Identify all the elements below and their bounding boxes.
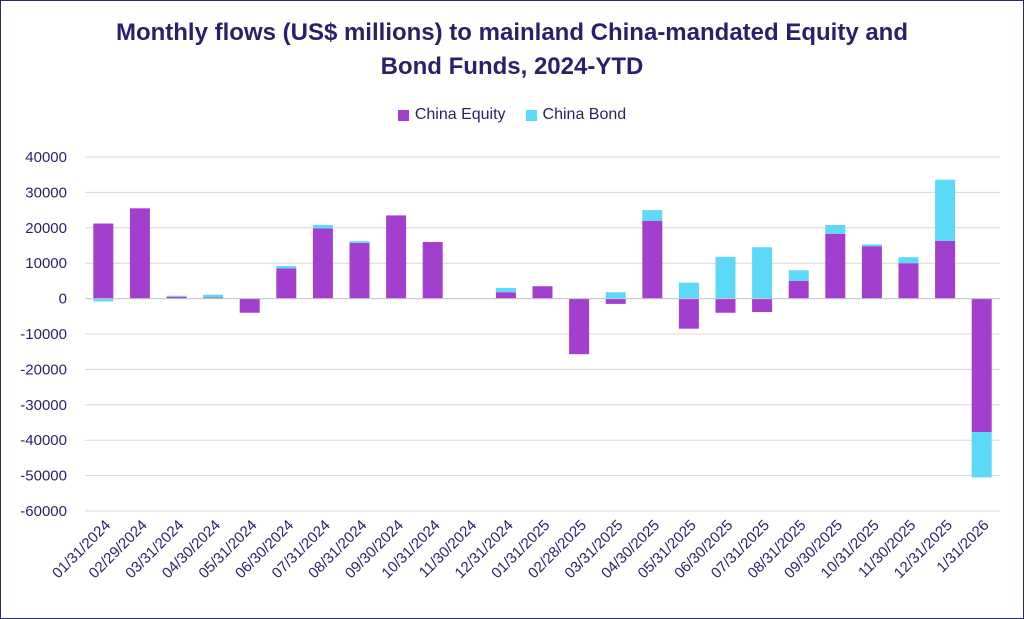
- y-tick-label: -20000: [20, 361, 67, 378]
- bar-china-equity-1-31-2026[interactable]: [971, 298, 992, 433]
- chart-title: Monthly flows (US$ millions) to mainland…: [0, 16, 1024, 84]
- bar-china-bond-06-30-2024[interactable]: [276, 266, 297, 269]
- bar-china-equity-01-31-2025[interactable]: [532, 286, 553, 299]
- bar-china-bond-12-31-2025[interactable]: [935, 179, 956, 241]
- bar-china-bond-06-30-2025[interactable]: [715, 256, 736, 299]
- bar-china-bond-05-31-2025[interactable]: [678, 282, 699, 299]
- y-tick-label: -30000: [20, 397, 67, 414]
- bar-china-equity-09-30-2025[interactable]: [825, 233, 846, 299]
- legend-swatch-china-equity: [397, 109, 409, 121]
- y-tick-label: 30000: [25, 184, 67, 201]
- chart-legend: China Equity China Bond: [0, 106, 1024, 124]
- bar-china-bond-03-31-2025[interactable]: [605, 292, 626, 299]
- bar-china-equity-10-31-2025[interactable]: [861, 246, 882, 299]
- bar-china-equity-12-31-2024[interactable]: [495, 292, 516, 299]
- y-tick-label: -40000: [20, 432, 67, 449]
- bar-china-equity-04-30-2025[interactable]: [642, 220, 663, 299]
- bar-china-bond-04-30-2025[interactable]: [642, 210, 663, 221]
- chart-title-line-2: Bond Funds, 2024-YTD: [380, 53, 644, 80]
- bar-china-equity-05-31-2024[interactable]: [239, 298, 260, 313]
- bar-china-equity-06-30-2024[interactable]: [276, 268, 297, 299]
- bar-china-equity-10-31-2024[interactable]: [422, 241, 443, 299]
- y-tick-label: 0: [59, 291, 67, 308]
- bar-china-equity-09-30-2024[interactable]: [386, 215, 407, 299]
- y-tick-label: -50000: [20, 468, 67, 485]
- bar-china-bond-1-31-2026[interactable]: [971, 432, 992, 478]
- bar-china-bond-07-31-2024[interactable]: [312, 224, 333, 229]
- bar-china-equity-07-31-2024[interactable]: [312, 228, 333, 299]
- bar-china-equity-08-31-2024[interactable]: [349, 243, 370, 299]
- legend-item-china-equity[interactable]: China Equity: [397, 106, 506, 124]
- legend-label-china-bond: China Bond: [542, 106, 627, 123]
- y-tick-label: 10000: [25, 255, 67, 272]
- bar-china-bond-07-31-2025[interactable]: [752, 247, 773, 299]
- bar-china-equity-04-30-2024[interactable]: [203, 297, 224, 299]
- bar-china-equity-08-31-2025[interactable]: [788, 280, 809, 299]
- bar-china-bond-01-31-2024[interactable]: [93, 298, 114, 302]
- y-tick-label: 40000: [25, 149, 67, 166]
- bar-china-equity-05-31-2025[interactable]: [678, 298, 699, 329]
- legend-swatch-china-bond: [525, 109, 537, 121]
- bar-china-equity-11-30-2025[interactable]: [898, 263, 919, 299]
- bar-china-bond-03-31-2024[interactable]: [166, 295, 187, 297]
- legend-label-china-equity: China Equity: [414, 106, 506, 123]
- bar-china-bond-12-31-2024[interactable]: [495, 287, 516, 293]
- bar-china-equity-07-31-2025[interactable]: [752, 298, 773, 313]
- bar-china-equity-02-29-2024[interactable]: [129, 208, 150, 299]
- bar-china-bond-10-31-2025[interactable]: [861, 244, 882, 247]
- bar-china-equity-12-31-2025[interactable]: [935, 240, 956, 299]
- bar-china-equity-03-31-2024[interactable]: [166, 296, 187, 299]
- bar-china-equity-03-31-2025[interactable]: [605, 298, 626, 304]
- y-tick-label: -10000: [20, 326, 67, 343]
- chart-title-line-1: Monthly flows (US$ millions) to mainland…: [115, 19, 909, 46]
- legend-item-china-bond[interactable]: China Bond: [525, 106, 627, 124]
- y-tick-label: -60000: [20, 503, 67, 520]
- bar-china-bond-09-30-2025[interactable]: [825, 224, 846, 234]
- bar-china-bond-04-30-2024[interactable]: [203, 294, 224, 298]
- bar-china-equity-02-28-2025[interactable]: [569, 298, 590, 355]
- y-tick-label: 20000: [25, 220, 67, 237]
- bar-china-equity-01-31-2024[interactable]: [93, 223, 114, 299]
- bar-china-bond-08-31-2025[interactable]: [788, 270, 809, 281]
- bar-china-bond-11-30-2025[interactable]: [898, 257, 919, 264]
- bar-china-equity-06-30-2025[interactable]: [715, 298, 736, 313]
- bar-china-bond-08-31-2024[interactable]: [349, 241, 370, 244]
